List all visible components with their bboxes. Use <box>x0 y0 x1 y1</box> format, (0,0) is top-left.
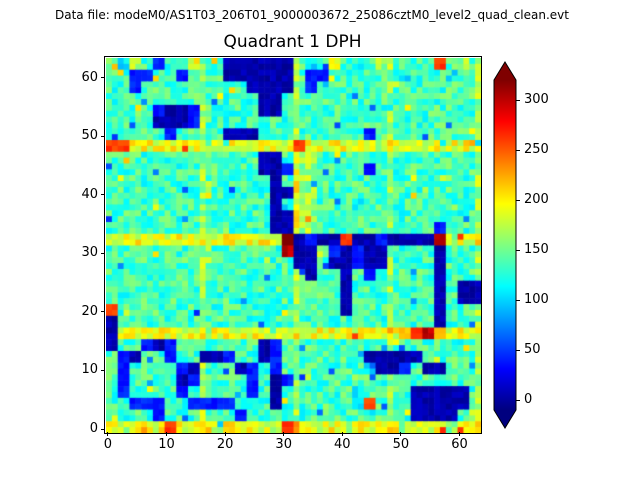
colorbar-tick-label: 50 <box>524 342 541 357</box>
x-tick-label: 60 <box>451 437 468 452</box>
y-tick-label: 30 <box>81 245 98 261</box>
colorbar <box>493 61 517 429</box>
y-tick <box>101 252 105 254</box>
y-tick-label: 50 <box>81 128 98 144</box>
colorbar-tick-label: 150 <box>524 242 549 257</box>
y-tick <box>101 135 105 137</box>
plot-title: Quadrant 1 DPH <box>223 32 362 52</box>
colorbar-tick <box>516 349 520 351</box>
colorbar-tick <box>516 149 520 151</box>
x-tick <box>107 432 109 436</box>
y-tick-label: 60 <box>81 69 98 85</box>
y-tick <box>101 77 105 78</box>
colorbar-tick-label: 200 <box>524 192 549 207</box>
y-tick <box>101 369 105 371</box>
data-file-label: Data file: modeM0/AS1T03_206T01_90000036… <box>55 8 569 22</box>
y-tick <box>101 194 105 196</box>
x-tick <box>400 432 402 436</box>
x-tick-label: 20 <box>216 437 234 452</box>
x-tick <box>224 432 226 436</box>
colorbar-tick-label: 0 <box>524 392 533 407</box>
colorbar-tick <box>516 299 520 301</box>
x-tick-label: 50 <box>392 437 410 452</box>
y-tick <box>101 311 105 313</box>
colorbar-tick-label: 300 <box>524 92 549 107</box>
colorbar-tick-label: 100 <box>524 292 549 307</box>
y-tick-label: 10 <box>81 362 98 378</box>
colorbar-tick <box>516 199 520 201</box>
x-tick <box>283 432 285 436</box>
x-tick-label: 10 <box>158 437 175 452</box>
x-tick <box>166 432 168 436</box>
x-tick <box>458 432 460 436</box>
heatmap-plot <box>104 56 482 434</box>
x-tick-label: 30 <box>275 437 292 452</box>
heatmap-canvas <box>106 58 481 433</box>
colorbar-tick <box>516 399 520 401</box>
x-tick-label: 40 <box>334 437 351 452</box>
y-tick <box>101 428 105 430</box>
colorbar-bar <box>493 61 517 429</box>
colorbar-tick <box>516 249 520 251</box>
colorbar-tick <box>516 99 520 101</box>
y-tick-label: 0 <box>89 421 98 437</box>
y-tick-label: 40 <box>81 186 98 202</box>
x-tick <box>341 432 343 436</box>
colorbar-tick-label: 250 <box>524 142 549 157</box>
y-tick-label: 20 <box>81 303 98 319</box>
x-tick-label: 0 <box>103 437 113 452</box>
